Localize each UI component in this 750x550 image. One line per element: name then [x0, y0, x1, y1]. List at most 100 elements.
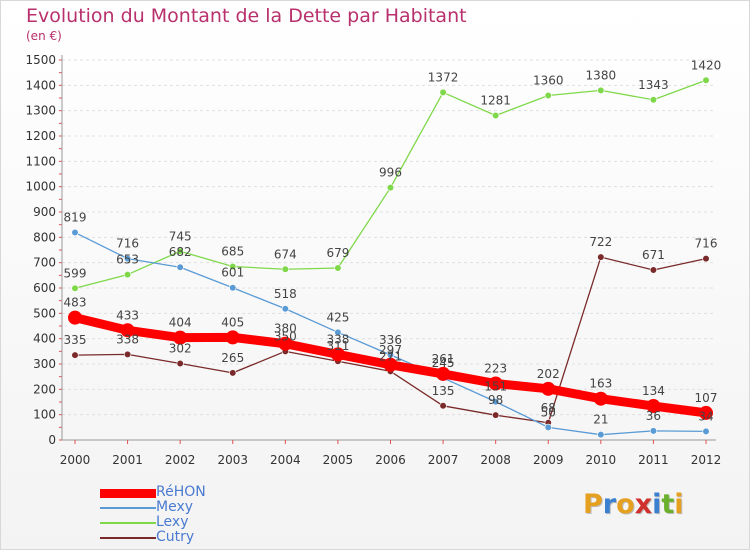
data-label: 996	[379, 166, 402, 180]
logo-letter: P	[583, 489, 603, 520]
y-tick-label: 1500	[25, 53, 56, 67]
data-label: 311	[326, 339, 349, 353]
data-label: 722	[589, 235, 612, 249]
data-point	[492, 398, 500, 406]
data-label: 151	[484, 380, 507, 394]
logo-letter: x	[634, 489, 653, 520]
data-point	[123, 255, 132, 263]
data-point	[439, 88, 447, 97]
legend-label: Lexy	[156, 514, 189, 530]
data-label: 1372	[428, 70, 459, 84]
data-point	[492, 111, 500, 120]
data-label: 599	[64, 266, 87, 280]
x-tick-label: 2006	[375, 453, 406, 467]
data-point	[544, 91, 552, 100]
data-point	[229, 262, 237, 271]
data-label: 223	[484, 362, 507, 376]
data-label: 653	[116, 253, 139, 267]
y-tick-label: 1000	[25, 180, 56, 194]
chart-title: Evolution du Montant de la Dette par Hab…	[26, 5, 467, 27]
data-label: 745	[169, 229, 192, 243]
data-label: 350	[274, 329, 297, 343]
y-tick-label: 1300	[25, 104, 56, 118]
data-point	[229, 284, 237, 292]
data-point	[334, 264, 342, 272]
x-tick-label: 2008	[480, 453, 511, 467]
data-point	[176, 359, 184, 368]
legend-label: Mexy	[156, 499, 194, 515]
data-label: 483	[64, 296, 87, 310]
x-tick-label: 2007	[428, 453, 459, 467]
y-tick-label: 500	[33, 306, 56, 320]
data-point	[597, 431, 605, 439]
data-label: 674	[274, 247, 297, 261]
data-point	[649, 96, 658, 104]
data-point	[541, 381, 556, 396]
data-label: 518	[274, 287, 297, 301]
data-point	[646, 399, 661, 414]
data-point	[176, 263, 184, 271]
data-label: 202	[537, 367, 560, 381]
data-label: 601	[221, 266, 244, 280]
data-point	[123, 350, 132, 358]
data-label: 1343	[638, 78, 669, 92]
data-label: 50	[541, 405, 556, 419]
data-point	[544, 423, 552, 431]
data-label: 1360	[533, 73, 564, 87]
y-tick-label: 700	[33, 256, 56, 270]
data-label: 819	[64, 211, 87, 225]
data-point	[488, 376, 503, 391]
data-label: 297	[379, 343, 402, 357]
data-point	[439, 402, 447, 410]
y-tick-label: 900	[33, 205, 56, 219]
data-label: 135	[432, 384, 455, 398]
data-label: 336	[379, 333, 402, 347]
data-point	[702, 76, 710, 84]
data-label: 404	[169, 316, 192, 330]
data-label: 245	[432, 356, 455, 370]
data-label: 425	[326, 310, 349, 324]
y-tick-label: 1200	[25, 129, 56, 143]
y-tick-label: 800	[33, 230, 56, 244]
logo-letter: o	[616, 489, 635, 520]
x-tick-label: 2011	[638, 453, 669, 467]
data-label: 36	[646, 409, 661, 423]
data-point	[597, 253, 605, 261]
data-point	[68, 310, 82, 325]
data-label: 335	[64, 333, 87, 347]
data-label: 302	[169, 341, 192, 355]
data-point	[649, 266, 658, 274]
data-point	[281, 305, 289, 313]
legend-label: Cutry	[156, 529, 195, 545]
data-label: 98	[488, 393, 503, 407]
y-tick-label: 100	[33, 408, 56, 422]
data-label: 338	[116, 332, 139, 346]
data-label: 685	[221, 244, 244, 258]
data-point	[702, 255, 710, 263]
logo-letter: i	[652, 489, 662, 520]
x-tick-label: 2009	[533, 453, 564, 467]
data-point	[597, 86, 605, 94]
data-label: 716	[695, 237, 718, 251]
data-point	[702, 427, 710, 435]
data-point	[71, 284, 79, 292]
y-tick-label: 400	[33, 332, 56, 346]
data-label: 433	[116, 308, 139, 322]
legend-swatch	[100, 507, 156, 509]
data-label: 163	[589, 377, 612, 391]
x-tick-label: 2010	[586, 453, 617, 467]
data-label: 1281	[480, 93, 511, 107]
data-point	[492, 411, 500, 419]
data-point	[71, 228, 79, 237]
data-point	[436, 366, 451, 381]
proxiti-logo: Proxiti	[583, 489, 684, 520]
data-label: 265	[221, 351, 244, 365]
data-point	[334, 328, 342, 336]
data-point	[386, 184, 395, 192]
data-point	[173, 330, 188, 345]
data-label: 107	[695, 391, 718, 405]
x-tick-label: 2003	[217, 453, 248, 467]
logo-letter: r	[602, 489, 617, 520]
data-label: 21	[593, 413, 608, 427]
